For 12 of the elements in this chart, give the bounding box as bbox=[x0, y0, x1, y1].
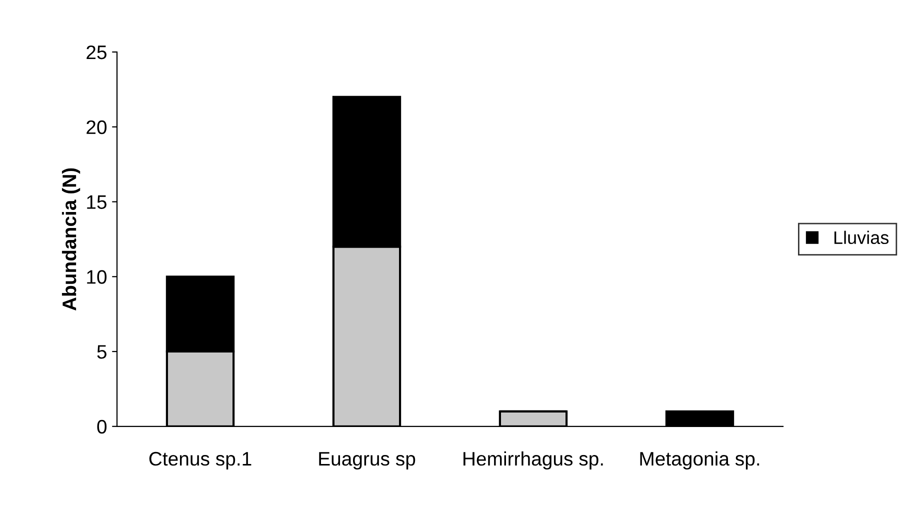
x-tick-label: Euagrus sp bbox=[319, 452, 416, 470]
y-tick-label: 20 bbox=[86, 120, 107, 134]
x-tick-label: Hemirrhagus sp. bbox=[464, 451, 603, 470]
y-tick-label: 0 bbox=[97, 420, 107, 434]
legend-label: Lluvias bbox=[834, 230, 889, 244]
y-tick-label: 25 bbox=[86, 45, 106, 60]
y-tick-label: 10 bbox=[87, 270, 107, 284]
y-tick-label: 15 bbox=[87, 195, 106, 209]
x-tick-label: Ctenus sp.1 bbox=[149, 452, 252, 470]
x-tick-label: Metagonia sp. bbox=[640, 451, 760, 470]
y-tick-label: 5 bbox=[97, 345, 106, 359]
y-axis-title: Abundancia (N) bbox=[62, 168, 80, 311]
